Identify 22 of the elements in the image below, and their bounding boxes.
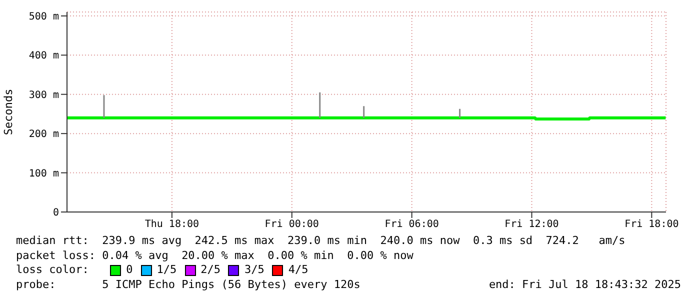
legend-label: 0 (126, 263, 133, 278)
y-tick-label: 300 m (28, 90, 59, 101)
y-axis-title: Seconds (2, 88, 15, 136)
x-tick-label: Fri 06:00 (384, 219, 439, 230)
y-tick-label: 500 m (28, 11, 59, 22)
text: probe: 5 ICMP Echo Pings (56 Bytes) every 120s (16, 278, 360, 292)
y-tick-label: 400 m (28, 50, 59, 62)
legend-label: 4/5 (288, 263, 308, 278)
legend-title: loss color: (16, 263, 90, 278)
x-tick-label: Fri 12:00 (504, 219, 559, 230)
y-tick-label: 100 m (28, 168, 59, 180)
text: end: Fri Jul 18 18:43:32 2025 (488, 278, 681, 292)
y-tick-label: 200 m (28, 129, 59, 140)
x-tick-label: Thu 18:00 (144, 219, 200, 230)
text: packet loss: 0.04 % avg 20.00 % max 0.00 % min 0.00 % now (16, 248, 414, 263)
legend-label: 3/5 (244, 263, 264, 278)
x-tick-label: Fri 18:00 (624, 219, 679, 230)
text: median rtt: 239.9 ms avg 242.5 ms max 239.0 ms min 240.0 ms now 0.3 ms sd 724.2 am/s (16, 234, 626, 248)
legend-label: 2/5 (200, 263, 220, 278)
y-tick-label: 0 (52, 208, 59, 219)
x-tick-label: Fri 00:00 (264, 219, 319, 230)
legend-label: 1/5 (156, 263, 177, 278)
